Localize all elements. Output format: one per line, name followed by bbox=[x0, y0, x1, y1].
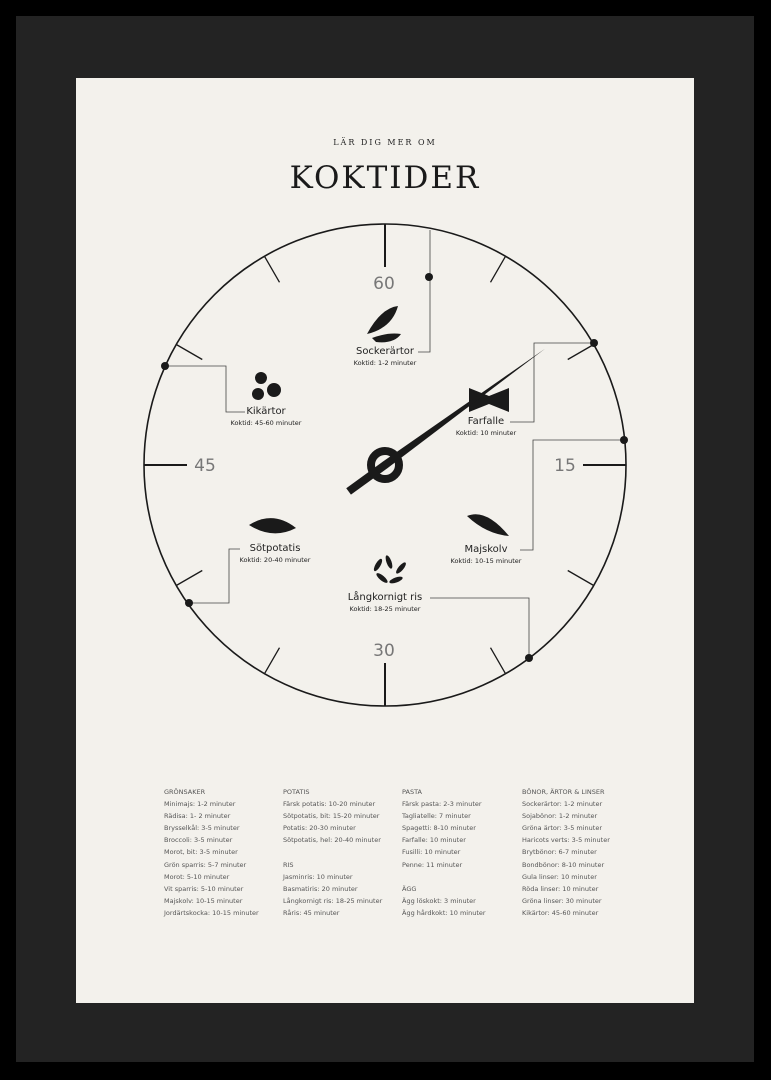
list-item: Långkornigt ris: 18-25 minuter bbox=[283, 896, 383, 905]
label-kikartor: Kikärtor Koktid: 45-60 minuter bbox=[230, 406, 302, 427]
label-sotpotatis: Sötpotatis Koktid: 20-40 minuter bbox=[239, 543, 311, 564]
clock-dial: 60 15 30 45 bbox=[143, 223, 628, 707]
list-item: Majskolv: 10-15 minuter bbox=[164, 896, 243, 905]
list-heading: ÄGG bbox=[402, 884, 417, 893]
list-item: Bondbönor: 8-10 minuter bbox=[522, 860, 605, 869]
dial-tick bbox=[263, 647, 281, 675]
list-column: PASTA Färsk pasta: 2-3 minuter Tagliatelle… bbox=[402, 786, 486, 919]
list-item: Vit sparris: 5-10 minuter bbox=[164, 884, 244, 893]
list-heading: GRÖNSAKER bbox=[164, 788, 206, 796]
poster-title: KOKTIDER bbox=[289, 160, 481, 196]
list-item: Brytbönor: 6-7 minuter bbox=[522, 848, 597, 857]
list-item: Penne: 11 minuter bbox=[402, 860, 463, 869]
list-item: Grön sparris: 5-7 minuter bbox=[164, 860, 247, 869]
list-item: Jordärtskocka: 10-15 minuter bbox=[164, 908, 259, 917]
connector-lines bbox=[165, 230, 624, 658]
list-item: Ägg löskokt: 3 minuter bbox=[402, 896, 476, 905]
label-sockerartor: Sockerärtor Koktid: 1-2 minuter bbox=[353, 346, 417, 367]
list-item: Spagetti: 8-10 minuter bbox=[402, 824, 476, 833]
dial-tick bbox=[567, 569, 595, 587]
hand-pivot bbox=[367, 447, 403, 483]
label-farfalle: Farfalle Koktid: 10 minuter bbox=[455, 416, 517, 437]
list-column: GRÖNSAKER Minimajs: 1-2 minuter Rädisa: 1-… bbox=[164, 786, 259, 919]
connector-dots bbox=[161, 273, 628, 662]
poster: LÄR DIG MER OM KOKTIDER 60 15 30 45 bbox=[76, 78, 694, 1003]
dial-tick bbox=[175, 569, 203, 587]
list-item: Morot, bit: 3-5 minuter bbox=[164, 848, 238, 857]
list-column: BÖNOR, ÄRTOR & LINSER Sockerärtor: 1-2 mi… bbox=[522, 786, 610, 919]
dial-number-30: 30 bbox=[373, 641, 395, 661]
list-item: Färsk pasta: 2-3 minuter bbox=[402, 800, 482, 809]
list-item: Råris: 45 minuter bbox=[283, 908, 340, 917]
label-langkornigt-ris: Långkornigt ris Koktid: 18-25 minuter bbox=[347, 592, 423, 613]
dial-number-45: 45 bbox=[194, 456, 216, 476]
dial-tick bbox=[263, 255, 281, 283]
list-item: Basmatiris: 20 minuter bbox=[283, 884, 358, 893]
list-item: Röda linser: 10 minuter bbox=[522, 884, 599, 893]
list-item: Sötpotatis, hel: 20-40 minuter bbox=[283, 836, 381, 845]
list-item: Kikärtor: 45-60 minuter bbox=[522, 908, 599, 917]
rice-icon bbox=[373, 555, 406, 584]
list-item: Brysselkål: 3-5 minuter bbox=[164, 824, 240, 833]
list-item: Ägg hårdkokt: 10 minuter bbox=[402, 908, 486, 917]
list-item: Gula linser: 10 minuter bbox=[522, 872, 597, 881]
farfalle-icon bbox=[469, 388, 509, 412]
list-item: Gröna linser: 30 minuter bbox=[522, 896, 602, 905]
kicker: LÄR DIG MER OM bbox=[333, 138, 437, 147]
dial-tick bbox=[489, 647, 507, 675]
list-item: Rädisa: 1- 2 minuter bbox=[164, 812, 231, 821]
list-item: Gröna ärtor: 3-5 minuter bbox=[522, 824, 602, 833]
list-item: Jasminris: 10 minuter bbox=[283, 872, 353, 881]
list-item: Tagliatelle: 7 minuter bbox=[402, 812, 471, 821]
list-item: Sötpotatis, bit: 15-20 minuter bbox=[283, 812, 380, 821]
list-item: Sockerärtor: 1-2 minuter bbox=[522, 800, 603, 809]
list-item: Färsk potatis: 10-20 minuter bbox=[283, 800, 376, 809]
list-item: Sojabönor: 1-2 minuter bbox=[522, 812, 598, 821]
chickpea-icon bbox=[252, 372, 281, 400]
dial-tick bbox=[489, 255, 507, 283]
dial-number-60: 60 bbox=[373, 274, 395, 294]
peapod-icon bbox=[367, 306, 401, 343]
list-heading: BÖNOR, ÄRTOR & LINSER bbox=[522, 788, 605, 796]
list-heading: PASTA bbox=[402, 788, 422, 796]
list-item: Broccoli: 3-5 minuter bbox=[164, 836, 233, 845]
list-heading: RIS bbox=[283, 860, 294, 869]
dial-circle bbox=[143, 223, 627, 707]
list-item: Farfalle: 10 minuter bbox=[402, 836, 466, 845]
dial-number-15: 15 bbox=[554, 456, 576, 476]
list-item: Fusilli: 10 minuter bbox=[402, 848, 461, 857]
label-majskolv: Majskolv Koktid: 10-15 minuter bbox=[450, 544, 522, 565]
list-item: Haricots verts: 3-5 minuter bbox=[522, 836, 610, 845]
list-heading: POTATIS bbox=[283, 788, 310, 796]
list-column: POTATIS Färsk potatis: 10-20 minuter Sötpo… bbox=[283, 786, 382, 919]
list-item: Potatis: 20-30 minuter bbox=[283, 824, 356, 833]
dial-tick bbox=[567, 343, 595, 361]
list-item: Minimajs: 1-2 minuter bbox=[164, 800, 236, 809]
list-item: Morot: 5-10 minuter bbox=[164, 872, 230, 881]
sweet-potato-icon bbox=[249, 518, 296, 534]
corn-icon bbox=[467, 514, 509, 536]
dial-tick bbox=[175, 343, 203, 361]
